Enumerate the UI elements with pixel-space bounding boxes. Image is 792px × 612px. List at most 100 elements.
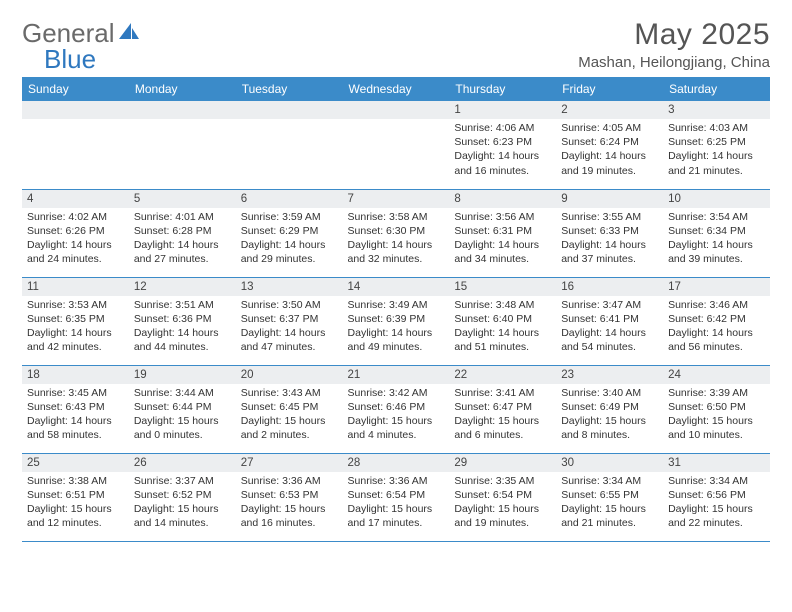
day-number: 30	[556, 454, 663, 472]
daylight-text: Daylight: 14 hours and 44 minutes.	[134, 326, 231, 354]
calendar-cell	[343, 101, 450, 189]
calendar-cell: 28Sunrise: 3:36 AMSunset: 6:54 PMDayligh…	[343, 453, 450, 541]
sunrise-text: Sunrise: 3:54 AM	[668, 210, 765, 224]
calendar-week-row: 1Sunrise: 4:06 AMSunset: 6:23 PMDaylight…	[22, 101, 770, 189]
day-number: 28	[343, 454, 450, 472]
day-header: Wednesday	[343, 77, 450, 101]
day-number: 12	[129, 278, 236, 296]
sunset-text: Sunset: 6:41 PM	[561, 312, 658, 326]
day-number: 19	[129, 366, 236, 384]
calendar-cell: 11Sunrise: 3:53 AMSunset: 6:35 PMDayligh…	[22, 277, 129, 365]
calendar-cell: 13Sunrise: 3:50 AMSunset: 6:37 PMDayligh…	[236, 277, 343, 365]
calendar-cell: 7Sunrise: 3:58 AMSunset: 6:30 PMDaylight…	[343, 189, 450, 277]
daylight-text: Daylight: 14 hours and 34 minutes.	[454, 238, 551, 266]
day-details: Sunrise: 3:34 AMSunset: 6:56 PMDaylight:…	[663, 472, 770, 535]
sunrise-text: Sunrise: 3:37 AM	[134, 474, 231, 488]
sunrise-text: Sunrise: 3:46 AM	[668, 298, 765, 312]
daylight-text: Daylight: 14 hours and 47 minutes.	[241, 326, 338, 354]
daylight-text: Daylight: 14 hours and 32 minutes.	[348, 238, 445, 266]
sunset-text: Sunset: 6:30 PM	[348, 224, 445, 238]
calendar-cell	[236, 101, 343, 189]
day-details: Sunrise: 3:56 AMSunset: 6:31 PMDaylight:…	[449, 208, 556, 271]
day-details: Sunrise: 3:50 AMSunset: 6:37 PMDaylight:…	[236, 296, 343, 359]
sunset-text: Sunset: 6:52 PM	[134, 488, 231, 502]
sunset-text: Sunset: 6:31 PM	[454, 224, 551, 238]
sunrise-text: Sunrise: 4:02 AM	[27, 210, 124, 224]
day-details: Sunrise: 3:34 AMSunset: 6:55 PMDaylight:…	[556, 472, 663, 535]
calendar-cell: 16Sunrise: 3:47 AMSunset: 6:41 PMDayligh…	[556, 277, 663, 365]
day-number: 20	[236, 366, 343, 384]
day-number	[129, 101, 236, 119]
day-details: Sunrise: 3:43 AMSunset: 6:45 PMDaylight:…	[236, 384, 343, 447]
sunset-text: Sunset: 6:44 PM	[134, 400, 231, 414]
sunrise-text: Sunrise: 3:39 AM	[668, 386, 765, 400]
calendar-cell: 25Sunrise: 3:38 AMSunset: 6:51 PMDayligh…	[22, 453, 129, 541]
daylight-text: Daylight: 15 hours and 17 minutes.	[348, 502, 445, 530]
day-details: Sunrise: 4:02 AMSunset: 6:26 PMDaylight:…	[22, 208, 129, 271]
day-number: 21	[343, 366, 450, 384]
sunrise-text: Sunrise: 3:35 AM	[454, 474, 551, 488]
daylight-text: Daylight: 15 hours and 14 minutes.	[134, 502, 231, 530]
sunrise-text: Sunrise: 3:43 AM	[241, 386, 338, 400]
calendar-cell: 15Sunrise: 3:48 AMSunset: 6:40 PMDayligh…	[449, 277, 556, 365]
day-number: 7	[343, 190, 450, 208]
sunset-text: Sunset: 6:25 PM	[668, 135, 765, 149]
sunrise-text: Sunrise: 3:41 AM	[454, 386, 551, 400]
sunset-text: Sunset: 6:47 PM	[454, 400, 551, 414]
sunset-text: Sunset: 6:43 PM	[27, 400, 124, 414]
sunset-text: Sunset: 6:39 PM	[348, 312, 445, 326]
daylight-text: Daylight: 15 hours and 21 minutes.	[561, 502, 658, 530]
day-number: 4	[22, 190, 129, 208]
calendar-cell: 29Sunrise: 3:35 AMSunset: 6:54 PMDayligh…	[449, 453, 556, 541]
day-header: Saturday	[663, 77, 770, 101]
day-number: 3	[663, 101, 770, 119]
daylight-text: Daylight: 14 hours and 39 minutes.	[668, 238, 765, 266]
day-number: 13	[236, 278, 343, 296]
sunrise-text: Sunrise: 3:34 AM	[561, 474, 658, 488]
sunset-text: Sunset: 6:23 PM	[454, 135, 551, 149]
daylight-text: Daylight: 15 hours and 2 minutes.	[241, 414, 338, 442]
sunset-text: Sunset: 6:28 PM	[134, 224, 231, 238]
day-details: Sunrise: 3:55 AMSunset: 6:33 PMDaylight:…	[556, 208, 663, 271]
sunset-text: Sunset: 6:46 PM	[348, 400, 445, 414]
calendar-cell: 10Sunrise: 3:54 AMSunset: 6:34 PMDayligh…	[663, 189, 770, 277]
day-details: Sunrise: 3:59 AMSunset: 6:29 PMDaylight:…	[236, 208, 343, 271]
sunrise-text: Sunrise: 3:40 AM	[561, 386, 658, 400]
calendar-cell	[129, 101, 236, 189]
sunset-text: Sunset: 6:49 PM	[561, 400, 658, 414]
day-number: 23	[556, 366, 663, 384]
calendar-cell: 14Sunrise: 3:49 AMSunset: 6:39 PMDayligh…	[343, 277, 450, 365]
day-details: Sunrise: 3:54 AMSunset: 6:34 PMDaylight:…	[663, 208, 770, 271]
calendar-cell: 30Sunrise: 3:34 AMSunset: 6:55 PMDayligh…	[556, 453, 663, 541]
daylight-text: Daylight: 14 hours and 54 minutes.	[561, 326, 658, 354]
sunset-text: Sunset: 6:40 PM	[454, 312, 551, 326]
sunrise-text: Sunrise: 3:59 AM	[241, 210, 338, 224]
day-number: 5	[129, 190, 236, 208]
day-number: 18	[22, 366, 129, 384]
sunrise-text: Sunrise: 3:42 AM	[348, 386, 445, 400]
daylight-text: Daylight: 14 hours and 49 minutes.	[348, 326, 445, 354]
calendar-cell: 17Sunrise: 3:46 AMSunset: 6:42 PMDayligh…	[663, 277, 770, 365]
daylight-text: Daylight: 15 hours and 0 minutes.	[134, 414, 231, 442]
sunrise-text: Sunrise: 4:05 AM	[561, 121, 658, 135]
calendar-cell: 8Sunrise: 3:56 AMSunset: 6:31 PMDaylight…	[449, 189, 556, 277]
sunrise-text: Sunrise: 3:36 AM	[348, 474, 445, 488]
daylight-text: Daylight: 14 hours and 56 minutes.	[668, 326, 765, 354]
day-number: 10	[663, 190, 770, 208]
daylight-text: Daylight: 14 hours and 51 minutes.	[454, 326, 551, 354]
sunset-text: Sunset: 6:54 PM	[454, 488, 551, 502]
sunrise-text: Sunrise: 4:03 AM	[668, 121, 765, 135]
sunrise-text: Sunrise: 4:01 AM	[134, 210, 231, 224]
sunset-text: Sunset: 6:50 PM	[668, 400, 765, 414]
sunset-text: Sunset: 6:45 PM	[241, 400, 338, 414]
day-number: 8	[449, 190, 556, 208]
daylight-text: Daylight: 15 hours and 16 minutes.	[241, 502, 338, 530]
day-header-row: SundayMondayTuesdayWednesdayThursdayFrid…	[22, 77, 770, 101]
sunrise-text: Sunrise: 3:38 AM	[27, 474, 124, 488]
sunrise-text: Sunrise: 3:50 AM	[241, 298, 338, 312]
location: Mashan, Heilongjiang, China	[578, 54, 770, 71]
day-number: 6	[236, 190, 343, 208]
calendar-cell: 4Sunrise: 4:02 AMSunset: 6:26 PMDaylight…	[22, 189, 129, 277]
sunset-text: Sunset: 6:24 PM	[561, 135, 658, 149]
calendar-cell: 22Sunrise: 3:41 AMSunset: 6:47 PMDayligh…	[449, 365, 556, 453]
